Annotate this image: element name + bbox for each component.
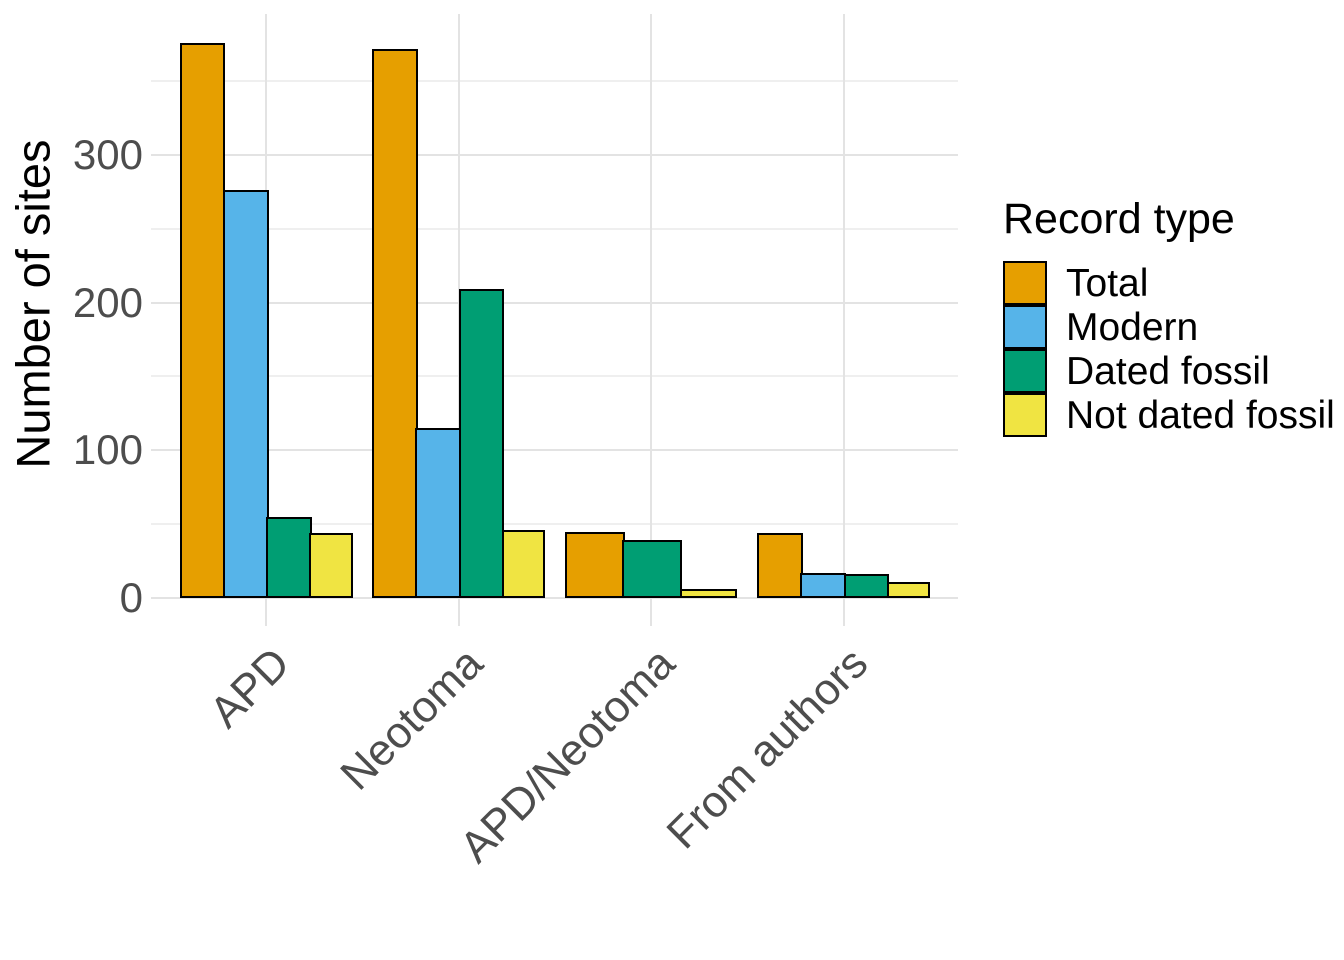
legend-items: Total Modern Dated fossil Not dated fossil bbox=[1003, 261, 1335, 437]
y-tick-label-300: 300 bbox=[72, 130, 143, 178]
legend-label-modern: Modern bbox=[1066, 305, 1199, 349]
legend-item-dated-fossil: Dated fossil bbox=[1003, 349, 1335, 393]
bar-apd-neotoma-total bbox=[564, 531, 625, 598]
gridline-x-apd-neotoma bbox=[650, 14, 652, 626]
x-tick-label-text-apd: APD bbox=[200, 638, 300, 738]
gridline-y-200 bbox=[151, 301, 958, 304]
bar-from-authors-total bbox=[757, 533, 803, 598]
gridline-y-0 bbox=[151, 597, 958, 599]
gridline-y-300 bbox=[151, 153, 958, 156]
gridline-y-minor-50 bbox=[151, 523, 958, 526]
y-tick-label-100: 100 bbox=[72, 426, 143, 474]
gridline-y-100 bbox=[151, 449, 958, 452]
legend-item-not-dated-fossil: Not dated fossil bbox=[1003, 393, 1335, 437]
bar-apd-total bbox=[179, 42, 226, 598]
bar-neotoma-modern bbox=[415, 428, 461, 598]
y-tick-label-200: 200 bbox=[72, 278, 143, 326]
legend: Record type Total Modern Dated fossil Not d… bbox=[1003, 198, 1335, 437]
bar-neotoma-not-dated-fossil bbox=[501, 530, 545, 598]
bar-neotoma-total bbox=[372, 48, 418, 598]
legend-swatch-total bbox=[1003, 261, 1047, 305]
legend-swatch-modern bbox=[1003, 305, 1047, 349]
x-tick-label-text-neotoma: Neotoma bbox=[330, 638, 492, 800]
bar-apd-not-dated-fossil bbox=[309, 533, 353, 598]
legend-title: Record type bbox=[1003, 195, 1235, 243]
bar-from-authors-not-dated-fossil bbox=[886, 581, 930, 598]
legend-swatch-dated-fossil bbox=[1003, 349, 1047, 393]
bar-from-authors-dated-fossil bbox=[843, 574, 890, 598]
gridline-y-minor-350 bbox=[151, 80, 958, 83]
bar-apd-neotoma-dated-fossil bbox=[622, 540, 683, 598]
bar-apd-modern bbox=[222, 190, 269, 598]
legend-label-dated-fossil: Dated fossil bbox=[1066, 349, 1270, 393]
x-tick-label-text-from-authors: From authors bbox=[657, 638, 877, 859]
legend-label-total: Total bbox=[1066, 261, 1149, 305]
legend-item-total: Total bbox=[1003, 261, 1335, 305]
y-tick-label-0: 0 bbox=[119, 574, 143, 621]
gridline-x-from-authors bbox=[842, 14, 845, 626]
legend-label-not-dated-fossil: Not dated fossil bbox=[1066, 393, 1335, 437]
legend-swatch-not-dated-fossil bbox=[1003, 393, 1047, 437]
bar-neotoma-dated-fossil bbox=[458, 289, 505, 598]
bar-apd-dated-fossil bbox=[266, 516, 312, 598]
gridline-y-minor-250 bbox=[151, 227, 958, 230]
gridline-y-minor-150 bbox=[151, 375, 958, 378]
plot-panel bbox=[151, 14, 958, 626]
bar-from-authors-modern bbox=[800, 572, 846, 598]
bar-apd-neotoma-not-dated-fossil bbox=[679, 589, 738, 598]
legend-item-modern: Modern bbox=[1003, 305, 1335, 349]
